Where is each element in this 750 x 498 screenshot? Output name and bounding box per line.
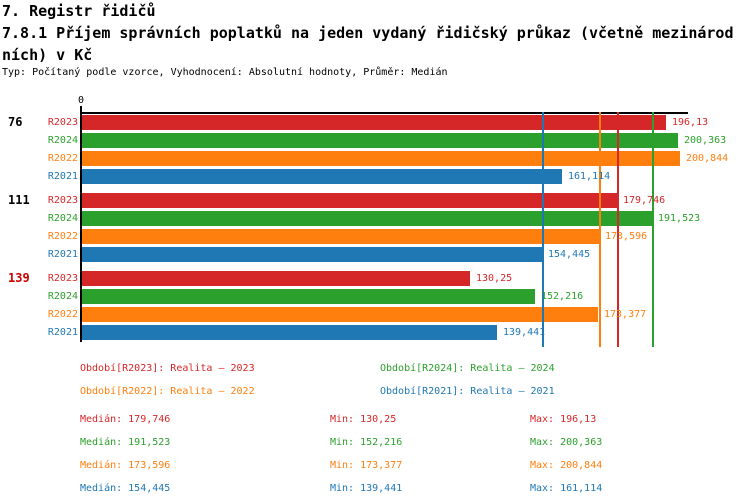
bar: [82, 115, 666, 130]
bar-row-label: R2023: [47, 195, 78, 206]
bar-row-label: R2022: [47, 231, 78, 242]
median-line: [617, 112, 619, 347]
bar-value-label: 139,441: [503, 327, 546, 338]
bar-row-label: R2023: [47, 117, 78, 128]
bar: [82, 169, 562, 184]
median-line: [652, 112, 654, 347]
bar: [82, 307, 598, 322]
legend-item-r2021: Období[R2021]: Realita – 2021: [380, 386, 555, 397]
stat-max-r2024: Max: 200,363: [530, 437, 603, 448]
stat-min-r2024: Min: 152,216: [330, 437, 403, 448]
chart-subtitle-line2: ních) v Kč: [2, 46, 93, 64]
bar-value-label: 173,596: [605, 231, 648, 242]
legend-item-r2024: Období[R2024]: Realita – 2024: [380, 363, 555, 374]
bar-value-label: 200,844: [686, 153, 729, 164]
bar-value-label: 196,13: [672, 117, 709, 128]
bar-row-label: R2021: [47, 249, 78, 260]
bar: [82, 325, 497, 340]
bar: [82, 211, 652, 226]
stat-max-r2023: Max: 196,13: [530, 414, 597, 425]
stat-min-r2022: Min: 173,377: [330, 460, 403, 471]
bar-row-label: R2021: [47, 171, 78, 182]
median-line: [599, 112, 601, 347]
bar-value-label: 179,746: [623, 195, 666, 206]
axis-top-line: [80, 112, 688, 114]
bar-value-label: 130,25: [476, 273, 513, 284]
stat-max-r2022: Max: 200,844: [530, 460, 603, 471]
bar-value-label: 173,377: [604, 309, 647, 320]
legend-item-r2023: Období[R2023]: Realita – 2023: [80, 363, 255, 374]
stat-min-r2023: Min: 130,25: [330, 414, 397, 425]
axis-zero-tick-label: 0: [77, 95, 85, 106]
stat-median-r2022: Medián: 173,596: [80, 460, 171, 471]
group-label: 139: [8, 271, 30, 285]
stat-median-r2024: Medián: 191,523: [80, 437, 171, 448]
bar-value-label: 191,523: [658, 213, 701, 224]
bar-row-label: R2024: [47, 291, 78, 302]
stat-max-r2021: Max: 161,114: [530, 483, 603, 494]
bar-value-label: 152,216: [541, 291, 584, 302]
group-label: 111: [8, 193, 30, 207]
bar-row-label: R2021: [47, 327, 78, 338]
bar: [82, 247, 542, 262]
stat-min-r2021: Min: 139,441: [330, 483, 403, 494]
bar: [82, 193, 617, 208]
bar-value-label: 154,445: [548, 249, 591, 260]
bar: [82, 229, 599, 244]
stat-median-r2021: Medián: 154,445: [80, 483, 171, 494]
bar-value-label: 200,363: [684, 135, 727, 146]
bar-row-label: R2024: [47, 135, 78, 146]
bar: [82, 151, 680, 166]
page-title: 7. Registr řidičů: [2, 2, 156, 20]
chart-subtitle-line1: 7.8.1 Příjem správních poplatků na jeden…: [2, 24, 734, 42]
median-line: [542, 112, 544, 347]
chart-meta: Typ: Počítaný podle vzorce, Vyhodnocení:…: [2, 67, 448, 78]
bar-row-label: R2024: [47, 213, 78, 224]
legend-item-r2022: Období[R2022]: Realita – 2022: [80, 386, 255, 397]
axis-left-line: [80, 106, 82, 342]
group-label: 76: [8, 115, 23, 129]
bar-row-label: R2023: [47, 273, 78, 284]
bar-row-label: R2022: [47, 309, 78, 320]
bar: [82, 133, 678, 148]
bar: [82, 271, 470, 286]
bar: [82, 289, 535, 304]
stat-median-r2023: Medián: 179,746: [80, 414, 171, 425]
bar-value-label: 161,114: [568, 171, 611, 182]
bar-row-label: R2022: [47, 153, 78, 164]
